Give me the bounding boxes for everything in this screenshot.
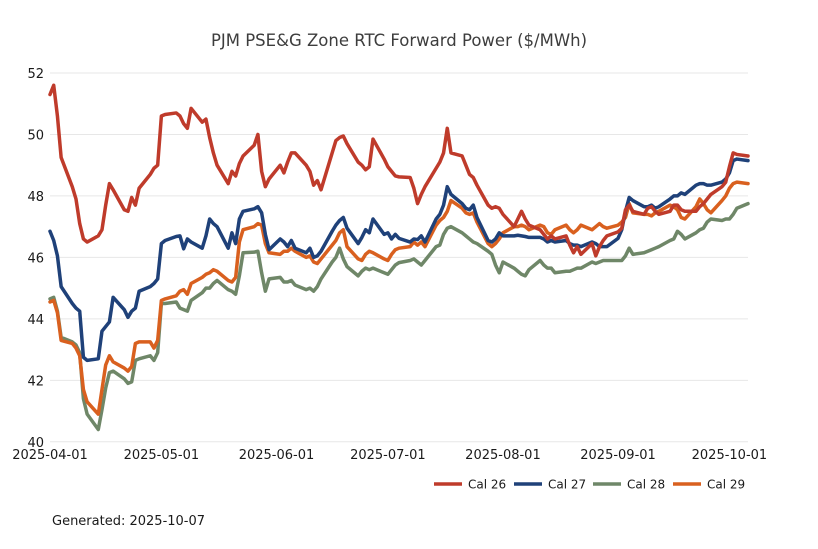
x-tick-label-2025-05-01: 2025-05-01 (124, 448, 200, 463)
legend-label-cal-29: Cal 29 (707, 478, 745, 492)
x-tick-label-2025-10-01: 2025-10-01 (692, 448, 768, 463)
x-tick-label-2025-09-01: 2025-09-01 (580, 448, 656, 463)
x-tick-label-2025-04-01: 2025-04-01 (12, 448, 88, 463)
series-line-cal-29 (48, 180, 750, 416)
y-tick-label-46: 46 (27, 251, 44, 266)
chart-title: PJM PSE&G Zone RTC Forward Power ($/MWh) (211, 31, 587, 50)
y-tick-label-50: 50 (27, 128, 44, 143)
series-line-cal-27 (48, 157, 750, 363)
y-tick-label-40: 40 (27, 436, 44, 451)
y-tick-label-52: 52 (27, 67, 44, 82)
generated-timestamp: Generated: 2025-10-07 (52, 514, 205, 529)
y-tick-label-42: 42 (27, 374, 44, 389)
legend-label-cal-27: Cal 27 (548, 478, 586, 492)
x-tick-label-2025-08-01: 2025-08-01 (465, 448, 541, 463)
legend-label-cal-28: Cal 28 (627, 478, 665, 492)
y-tick-label-44: 44 (27, 313, 44, 328)
x-tick-label-2025-06-01: 2025-06-01 (239, 448, 315, 463)
x-tick-label-2025-07-01: 2025-07-01 (350, 448, 426, 463)
series-line-cal-26 (48, 83, 750, 258)
y-tick-label-48: 48 (27, 190, 44, 205)
legend-label-cal-26: Cal 26 (468, 478, 506, 492)
